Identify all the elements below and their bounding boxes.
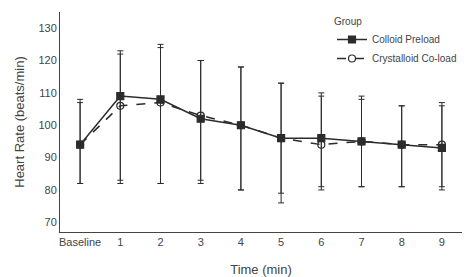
svg-text:110: 110 [39, 87, 57, 99]
svg-text:6: 6 [318, 236, 324, 248]
svg-text:8: 8 [399, 236, 405, 248]
svg-text:5: 5 [278, 236, 284, 248]
svg-text:3: 3 [198, 236, 204, 248]
svg-text:80: 80 [45, 184, 57, 196]
svg-text:4: 4 [238, 236, 244, 248]
svg-text:Group: Group [334, 16, 362, 27]
svg-text:Crystalloid Co-load: Crystalloid Co-load [372, 53, 456, 64]
svg-text:120: 120 [38, 54, 56, 66]
svg-text:Colloid Preload: Colloid Preload [372, 34, 440, 45]
svg-text:2: 2 [157, 236, 163, 248]
svg-text:Heart Rate (beats/min): Heart Rate (beats/min) [12, 56, 27, 188]
svg-text:9: 9 [439, 236, 445, 248]
svg-text:Baseline: Baseline [59, 236, 101, 248]
svg-text:7: 7 [358, 236, 364, 248]
svg-text:90: 90 [45, 151, 57, 163]
svg-text:Time (min): Time (min) [230, 262, 292, 277]
svg-text:100: 100 [38, 119, 56, 131]
svg-text:70: 70 [45, 216, 57, 228]
svg-text:1: 1 [117, 236, 123, 248]
svg-text:130: 130 [38, 22, 56, 34]
